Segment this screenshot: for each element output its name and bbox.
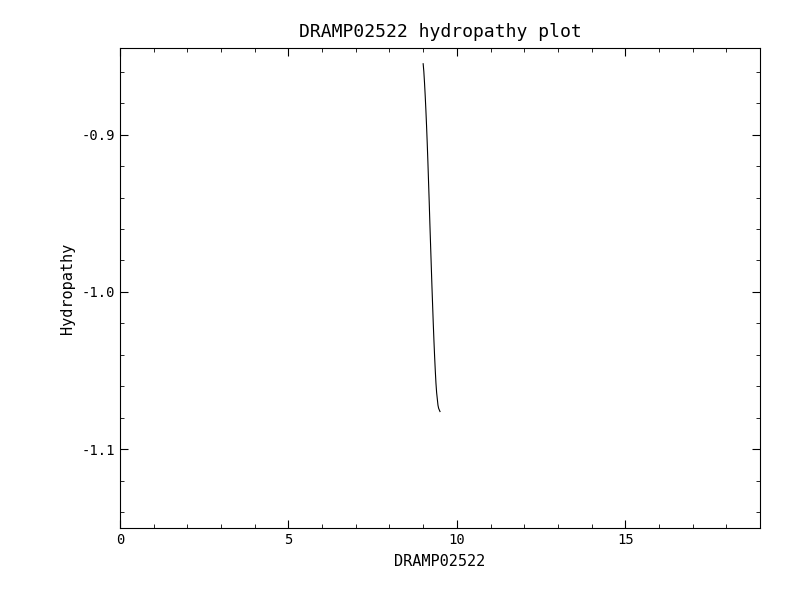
X-axis label: DRAMP02522: DRAMP02522 [394, 554, 486, 569]
Title: DRAMP02522 hydropathy plot: DRAMP02522 hydropathy plot [298, 23, 582, 41]
Y-axis label: Hydropathy: Hydropathy [60, 242, 74, 334]
